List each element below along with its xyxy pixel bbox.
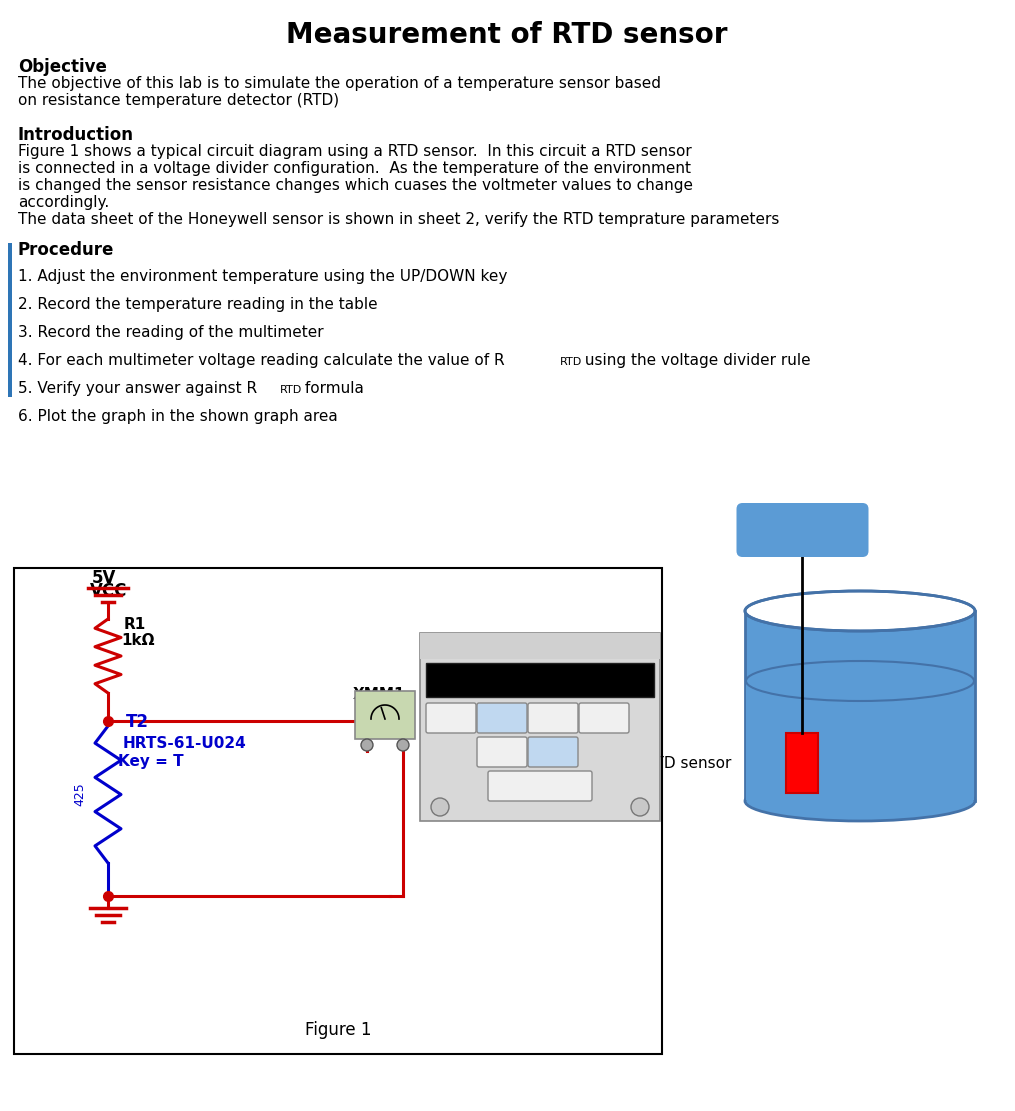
Text: 6. Plot the graph in the shown graph area: 6. Plot the graph in the shown graph are… xyxy=(18,409,338,424)
Bar xyxy=(355,691,415,739)
FancyBboxPatch shape xyxy=(579,703,629,733)
Bar xyxy=(745,611,975,801)
Text: Set...: Set... xyxy=(520,777,560,791)
Text: Introduction: Introduction xyxy=(18,126,134,144)
Bar xyxy=(8,243,12,397)
Circle shape xyxy=(397,739,409,751)
Text: —: — xyxy=(545,741,561,759)
Text: Ω: Ω xyxy=(547,709,559,723)
Bar xyxy=(426,663,654,697)
FancyBboxPatch shape xyxy=(488,771,592,801)
FancyBboxPatch shape xyxy=(737,503,869,557)
Ellipse shape xyxy=(745,781,975,821)
FancyBboxPatch shape xyxy=(528,737,578,767)
Text: 1. Adjust the environment temperature using the UP/DOWN key: 1. Adjust the environment temperature us… xyxy=(18,269,507,284)
Text: RTD: RTD xyxy=(560,357,583,367)
Text: 3.576 V: 3.576 V xyxy=(502,669,578,688)
Text: The objective of this lab is to simulate the operation of a temperature sensor b: The objective of this lab is to simulate… xyxy=(18,76,661,109)
Text: -: - xyxy=(640,803,646,821)
FancyBboxPatch shape xyxy=(528,703,578,733)
Ellipse shape xyxy=(746,661,974,701)
Circle shape xyxy=(361,739,373,751)
Text: VCC: VCC xyxy=(90,582,127,600)
Text: 5. Verify your answer against R: 5. Verify your answer against R xyxy=(18,381,257,396)
Text: ∼: ∼ xyxy=(495,741,509,759)
Circle shape xyxy=(431,798,449,815)
Bar xyxy=(420,633,660,659)
Text: is connected in a voltage divider configuration.  As the temperature of the envi: is connected in a voltage divider config… xyxy=(18,161,691,176)
Text: 1kΩ: 1kΩ xyxy=(121,633,154,648)
Text: 2. Record the temperature reading in the table: 2. Record the temperature reading in the… xyxy=(18,297,378,312)
Text: +: + xyxy=(359,723,369,735)
Text: 4. For each multimeter voltage reading calculate the value of R: 4. For each multimeter voltage reading c… xyxy=(18,353,504,368)
Text: Figure 1 shows a typical circuit diagram using a RTD sensor.  In this circuit a : Figure 1 shows a typical circuit diagram… xyxy=(18,144,692,159)
FancyBboxPatch shape xyxy=(477,737,527,767)
Text: The data sheet of the Honeywell sensor is shown in sheet 2, verify the RTD tempr: The data sheet of the Honeywell sensor i… xyxy=(18,212,780,227)
Text: RTD: RTD xyxy=(280,386,302,396)
Bar xyxy=(787,733,818,793)
Text: 425: 425 xyxy=(73,782,86,807)
Ellipse shape xyxy=(745,591,975,631)
Text: RTD sensor: RTD sensor xyxy=(645,755,732,771)
Text: ×: × xyxy=(638,638,653,655)
Text: Procedure: Procedure xyxy=(18,241,115,259)
Bar xyxy=(746,681,974,800)
Text: Key = T: Key = T xyxy=(118,754,184,769)
Text: 5V: 5V xyxy=(92,569,117,587)
Text: Temp: Temp xyxy=(769,518,835,538)
Text: -: - xyxy=(399,723,404,735)
Text: Multimeter-XMM1: Multimeter-XMM1 xyxy=(428,638,561,653)
Text: accordingly.: accordingly. xyxy=(18,196,110,210)
Text: Figure 1: Figure 1 xyxy=(304,1021,371,1039)
Text: HRTS-61-U024: HRTS-61-U024 xyxy=(123,735,247,751)
Text: A: A xyxy=(446,709,456,723)
Text: Objective: Objective xyxy=(18,58,107,76)
Text: using the voltage divider rule: using the voltage divider rule xyxy=(580,353,811,368)
Text: R1: R1 xyxy=(124,617,146,632)
Text: T2: T2 xyxy=(126,713,149,731)
Circle shape xyxy=(631,798,649,815)
Text: XMM1: XMM1 xyxy=(353,687,406,702)
Text: dB: dB xyxy=(594,709,614,723)
Text: is changed the sensor resistance changes which cuases the voltmeter values to ch: is changed the sensor resistance changes… xyxy=(18,178,693,193)
Bar xyxy=(14,568,662,1054)
Text: Measurement of RTD sensor: Measurement of RTD sensor xyxy=(286,21,728,49)
Text: 3. Record the reading of the multimeter: 3. Record the reading of the multimeter xyxy=(18,326,324,340)
FancyBboxPatch shape xyxy=(426,703,476,733)
FancyBboxPatch shape xyxy=(477,703,527,733)
Text: formula: formula xyxy=(300,381,363,396)
Text: +: + xyxy=(434,803,448,821)
Text: V: V xyxy=(496,709,508,723)
Bar xyxy=(420,633,660,821)
